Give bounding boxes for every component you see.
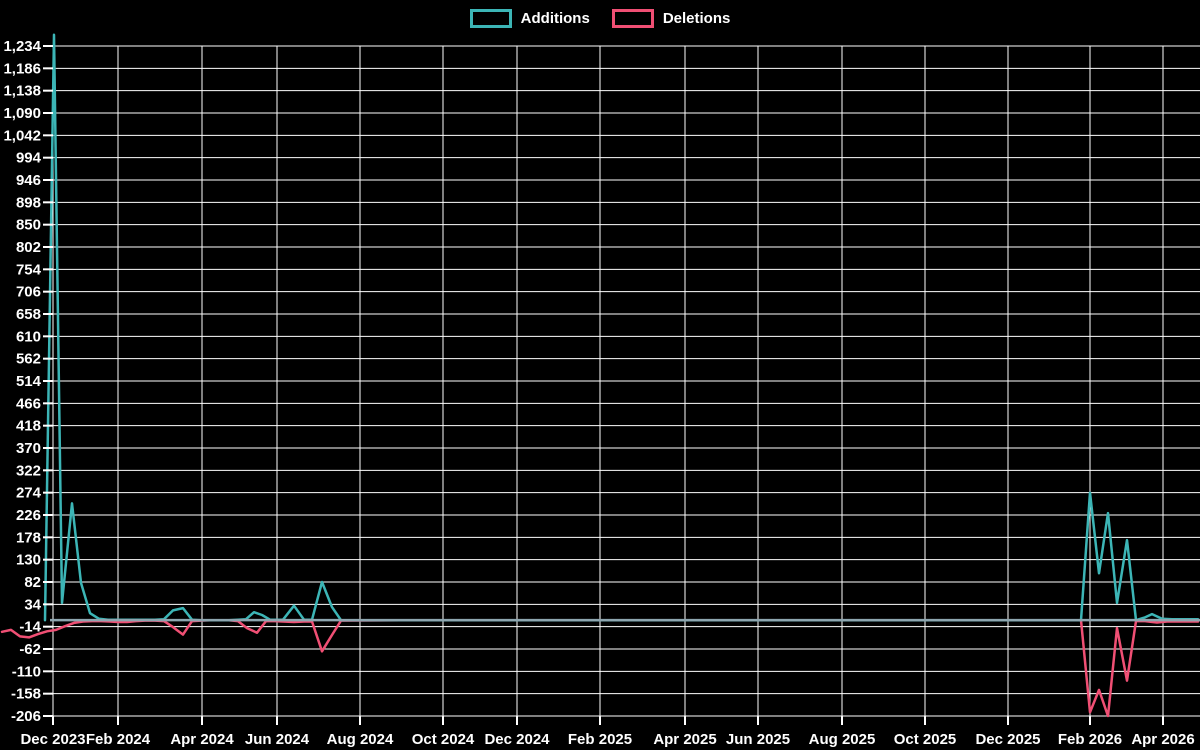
legend-item-deletions[interactable]: Deletions [611,9,731,28]
x-tick-label: Apr 2026 [1131,731,1194,748]
y-tick-label: 802 [16,239,41,256]
x-tick-label: Dec 2024 [484,731,550,748]
legend-label-additions: Additions [520,9,590,27]
legend-item-additions[interactable]: Additions [469,9,590,28]
y-tick-label: 34 [24,596,41,613]
x-tick-label: Dec 2025 [975,731,1040,748]
y-tick-label: 1,042 [3,127,41,144]
legend: Additions Deletions [0,9,1200,28]
x-tick-label: Jun 2024 [245,731,310,748]
y-tick-label: 658 [16,306,41,323]
y-tick-label: 226 [16,507,41,524]
x-tick-label: Jun 2025 [726,731,790,748]
y-tick-label: 850 [16,217,41,234]
additions-swatch-icon [469,9,512,28]
y-tick-label: 1,090 [3,105,41,122]
y-tick-label: -62 [19,641,41,658]
gridlines [50,45,1200,717]
x-tick-label: Apr 2025 [653,731,716,748]
y-tick-label: -14 [19,619,41,636]
y-tick-label: 514 [16,373,42,390]
y-tick-label: 418 [16,418,41,435]
y-tick-label: 562 [16,351,41,368]
y-tick-label: -110 [12,663,41,680]
x-tick-label: Feb 2026 [1058,731,1122,748]
y-tick-label: 1,186 [3,60,41,77]
y-tick-label: 754 [16,261,42,278]
y-tick-label: 274 [16,485,42,502]
legend-label-deletions: Deletions [662,9,731,27]
y-tick-label: 994 [16,150,42,167]
x-tick-label: Feb 2025 [568,731,632,748]
y-tick-label: 370 [16,440,41,457]
y-tick-label: 610 [16,328,41,345]
y-tick-label: 1,138 [3,83,41,100]
y-tick-label: 466 [16,395,41,412]
y-tick-label: 82 [24,574,41,591]
y-tick-label: 898 [16,194,41,211]
x-tick-label: Aug 2024 [327,731,394,748]
y-tick-label: -158 [11,686,41,703]
additions-line [43,33,1200,622]
x-tick-label: Dec 2023 [20,731,85,748]
deletions-swatch-icon [611,9,654,28]
y-tick-label: 706 [16,284,41,301]
axis-ticks [43,45,1164,725]
x-tick-label: Aug 2025 [809,731,876,748]
y-tick-label: 322 [16,462,41,479]
y-tick-label: 946 [16,172,41,189]
y-tick-label: 1,234 [3,38,41,55]
x-tick-label: Oct 2024 [412,731,475,748]
x-tick-label: Apr 2024 [170,731,234,748]
x-tick-label: Oct 2025 [894,731,957,748]
x-tick-label: Feb 2024 [86,731,151,748]
axis-labels: 1,234 1,186 1,138 1,090 1,042 994 946 898 850 802… [3,38,1194,748]
y-tick-label: 178 [16,529,41,546]
y-tick-label: 130 [16,552,41,569]
y-tick-label: -206 [11,708,41,725]
